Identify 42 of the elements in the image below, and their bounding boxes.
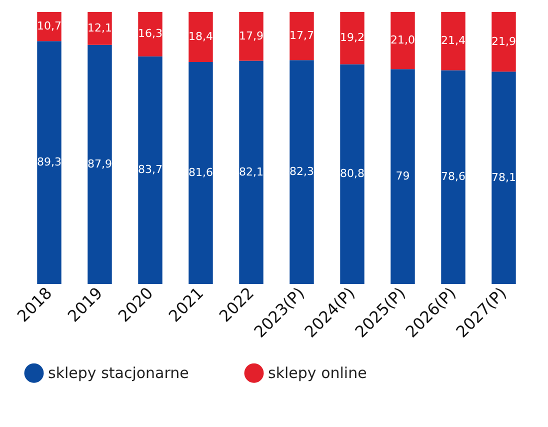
bar [290,60,314,284]
bar [88,12,112,45]
bar [492,12,516,72]
bar [138,12,162,56]
data-label: 21,9 [492,34,516,48]
bar [441,70,466,284]
data-label: 16,3 [138,27,162,40]
bar [290,12,314,60]
bar [492,72,516,284]
data-label: 18,4 [188,30,213,44]
data-label: 21,0 [390,34,415,47]
bar [390,69,415,284]
data-label: 80,8 [340,167,364,180]
data-label: 19,2 [340,31,364,44]
data-label: 82,3 [290,165,314,178]
data-label: 79 [396,170,410,183]
bar [88,44,112,284]
bar [37,12,62,42]
data-label: 17,9 [239,29,264,42]
bar [138,56,162,284]
bar [37,41,62,284]
data-label: 81,6 [188,166,213,180]
bar [441,12,466,70]
data-label: 10,7 [37,20,62,33]
data-label: 21,4 [441,34,466,48]
data-label: 83,7 [138,163,162,176]
data-label: 89,3 [37,156,62,169]
data-label: 17,7 [290,29,314,42]
bar [188,62,213,284]
bar [239,12,264,61]
legend-label: sklepy online [268,364,367,382]
bar [188,12,213,62]
bar [340,12,364,64]
data-label: 87,9 [88,157,112,170]
bar [340,64,364,284]
bar [239,60,264,284]
legend-label: sklepy stacjonarne [48,364,189,382]
data-label: 82,1 [239,165,264,178]
bar [390,12,415,70]
data-label: 12,1 [88,21,112,34]
data-label: 78,6 [441,170,466,184]
data-label: 78,1 [492,170,516,184]
